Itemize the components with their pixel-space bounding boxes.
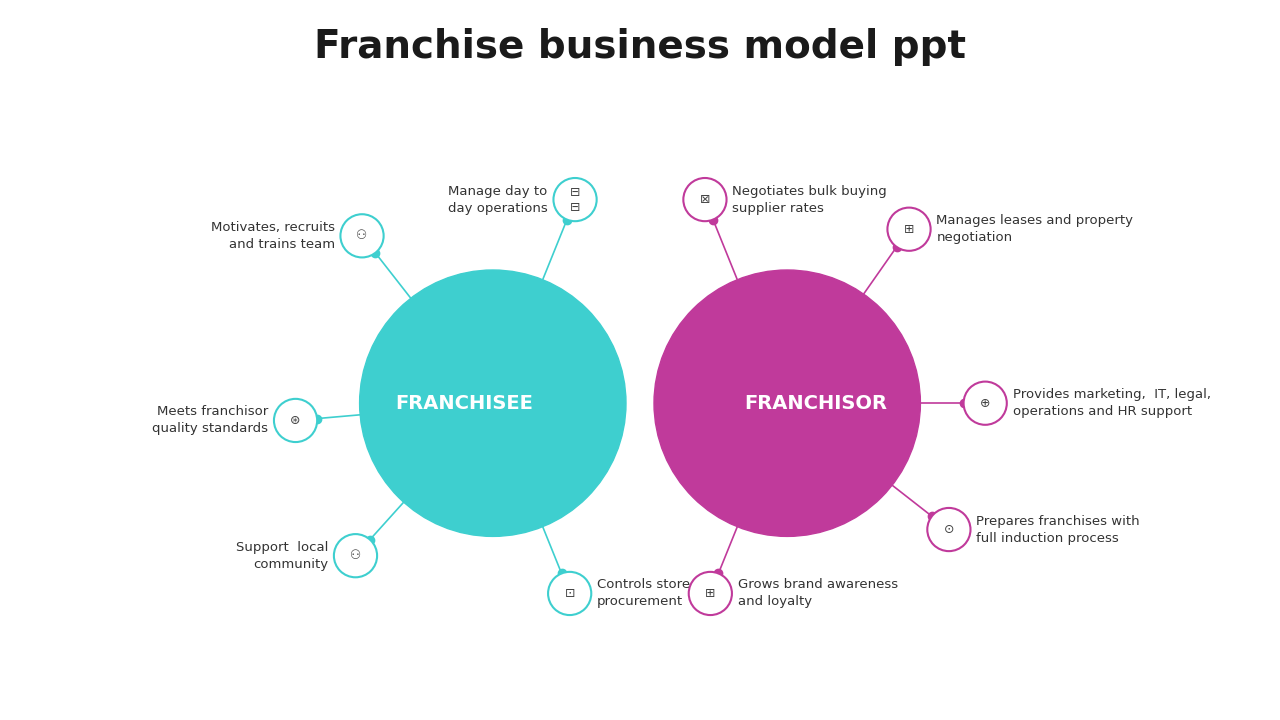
Circle shape	[654, 270, 920, 536]
Circle shape	[684, 178, 727, 221]
Circle shape	[553, 178, 596, 221]
Text: ⊡: ⊡	[564, 587, 575, 600]
Text: Negotiates bulk buying
supplier rates: Negotiates bulk buying supplier rates	[732, 184, 887, 215]
Text: Franchise business model ppt: Franchise business model ppt	[314, 28, 966, 66]
Text: ⊠: ⊠	[700, 193, 710, 206]
Text: FRANCHISOR: FRANCHISOR	[745, 394, 887, 413]
Circle shape	[274, 399, 317, 442]
Circle shape	[548, 572, 591, 615]
Text: Meets franchisor
quality standards: Meets franchisor quality standards	[152, 405, 269, 436]
Text: ⚇: ⚇	[356, 230, 367, 243]
Text: Grows brand awareness
and loyalty: Grows brand awareness and loyalty	[737, 578, 897, 608]
Text: ⚇: ⚇	[349, 549, 361, 562]
Text: Prepares franchises with
full induction process: Prepares franchises with full induction …	[977, 515, 1140, 544]
Text: ⊟
⊟: ⊟ ⊟	[570, 186, 580, 214]
Text: Manage day to
day operations: Manage day to day operations	[448, 184, 548, 215]
Circle shape	[334, 534, 378, 577]
Circle shape	[887, 207, 931, 251]
Circle shape	[360, 270, 626, 536]
Circle shape	[689, 572, 732, 615]
Text: ⊞: ⊞	[904, 222, 914, 235]
Text: ⊕: ⊕	[980, 397, 991, 410]
Text: Support  local
community: Support local community	[236, 541, 328, 571]
Circle shape	[340, 215, 384, 258]
Text: ⊙: ⊙	[943, 523, 954, 536]
Text: Provides marketing,  IT, legal,
operations and HR support: Provides marketing, IT, legal, operation…	[1012, 388, 1211, 418]
Text: FRANCHISEE: FRANCHISEE	[396, 394, 532, 413]
Text: Controls store
procurement: Controls store procurement	[596, 578, 690, 608]
Text: Manages leases and property
negotiation: Manages leases and property negotiation	[937, 215, 1133, 244]
Text: ⊛: ⊛	[291, 414, 301, 427]
Circle shape	[927, 508, 970, 551]
Circle shape	[964, 382, 1007, 425]
Text: Motivates, recruits
and trains team: Motivates, recruits and trains team	[211, 221, 334, 251]
Text: ⊞: ⊞	[705, 587, 716, 600]
